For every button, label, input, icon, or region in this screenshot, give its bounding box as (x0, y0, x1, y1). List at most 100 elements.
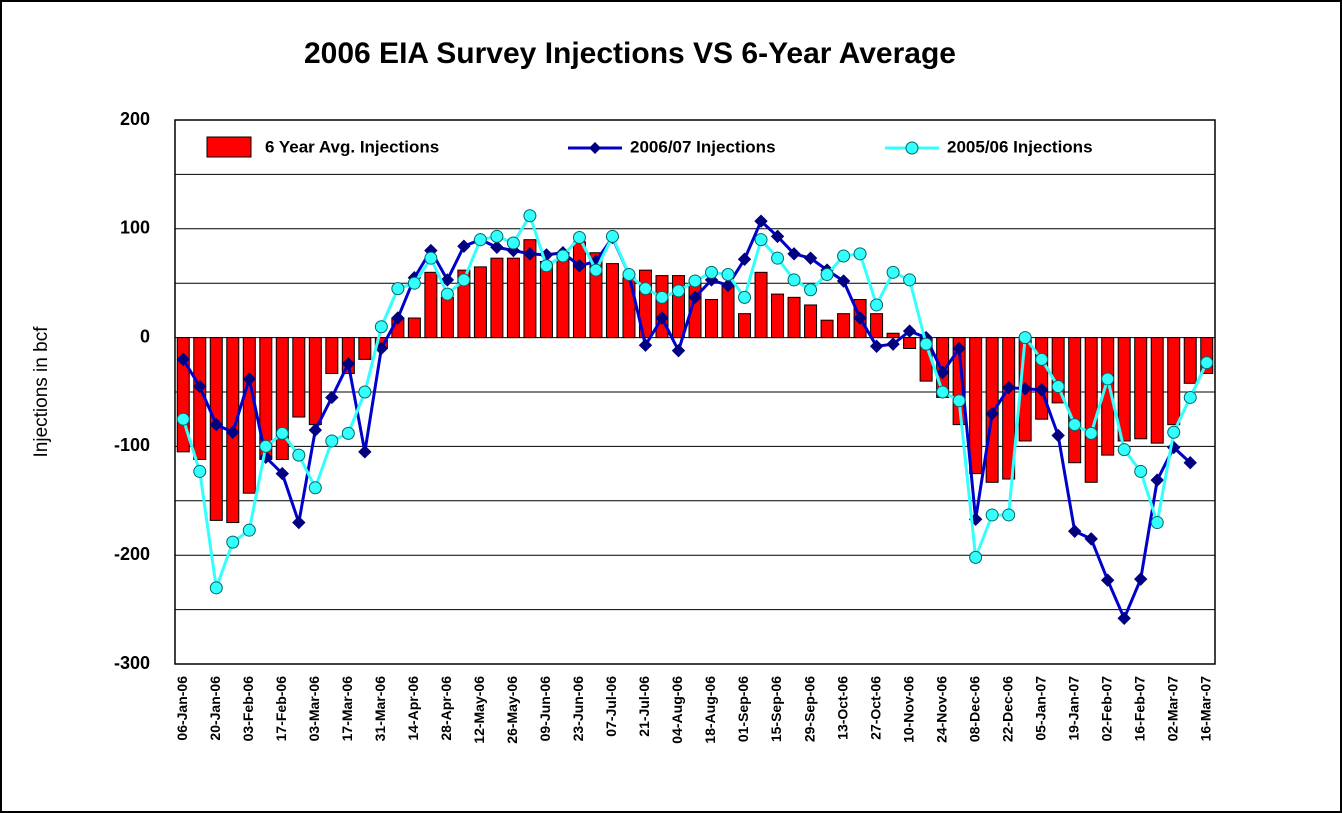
bar (556, 252, 570, 339)
bar (506, 257, 520, 339)
point (985, 508, 999, 522)
point (853, 247, 867, 261)
point (787, 247, 801, 261)
bar (738, 313, 752, 339)
point (457, 273, 471, 287)
x-tick-label: 14-Apr-06 (405, 676, 421, 741)
x-tick-label: 07-Jul-06 (603, 676, 619, 737)
x-tick-label: 09-Jun-06 (537, 676, 553, 742)
point (754, 214, 768, 228)
bar (804, 304, 818, 339)
bar (1002, 337, 1016, 480)
x-tick-label: 01-Sep-06 (735, 676, 751, 742)
x-tick-label: 13-Oct-06 (834, 676, 850, 740)
point (242, 372, 256, 386)
bar (572, 241, 586, 339)
point (902, 324, 917, 338)
bar (886, 332, 900, 339)
point (1200, 356, 1214, 370)
chart-title: 2006 EIA Survey Injections VS 6-Year Ave… (304, 37, 956, 70)
legend-label: 6 Year Avg. Injections (265, 137, 439, 156)
point (787, 273, 801, 287)
point (1134, 464, 1148, 478)
point (869, 339, 884, 354)
point (1002, 508, 1016, 522)
point (176, 352, 190, 367)
point (1183, 390, 1197, 404)
x-tick-label: 17-Mar-06 (339, 676, 355, 742)
x-tick-label: 04-Aug-06 (669, 676, 685, 744)
x-tick-label: 02-Feb-07 (1098, 676, 1114, 742)
point (473, 233, 487, 247)
x-tick-label: 19-Jan-07 (1065, 676, 1081, 741)
x-tick-label: 22-Dec-06 (999, 676, 1015, 742)
point (1051, 380, 1065, 394)
point (688, 274, 702, 288)
x-tick-label: 26-May-06 (504, 676, 520, 744)
x-tick-label: 21-Jul-06 (636, 676, 652, 737)
x-tick-label: 17-Feb-06 (273, 676, 289, 742)
point (886, 337, 900, 351)
point (754, 233, 768, 247)
legend-marker (905, 141, 919, 155)
point (226, 425, 240, 439)
point (803, 251, 818, 265)
point (193, 379, 207, 394)
point (358, 385, 372, 399)
point (903, 273, 917, 287)
point (539, 259, 553, 273)
bar (1117, 337, 1131, 442)
legend-label: 2006/07 Injections (630, 137, 776, 156)
bar (1150, 337, 1164, 444)
point (1117, 443, 1131, 457)
point (490, 229, 504, 243)
y-tick-label: 0 (140, 326, 150, 346)
bar (407, 317, 421, 339)
point (1035, 352, 1049, 366)
bar (903, 337, 917, 349)
y-tick-label: 100 (120, 218, 150, 238)
point (209, 417, 223, 432)
point (952, 341, 966, 356)
point (308, 481, 322, 495)
point (226, 535, 240, 549)
bar (1084, 337, 1098, 483)
point (490, 240, 504, 255)
point (523, 209, 537, 223)
bar (523, 239, 537, 339)
x-tick-label: 31-Mar-06 (372, 676, 388, 742)
point (1034, 383, 1049, 397)
point (572, 259, 587, 273)
plot-border (174, 119, 1216, 665)
point (572, 231, 586, 245)
y-tick-label: -300 (114, 653, 150, 673)
bar (837, 313, 851, 339)
point (886, 265, 900, 279)
bar (771, 293, 785, 339)
point (952, 394, 966, 408)
point (259, 439, 273, 453)
point (721, 278, 735, 293)
point (1101, 372, 1115, 386)
point (424, 251, 438, 265)
point (1183, 456, 1197, 470)
point (1084, 426, 1098, 440)
bar (440, 296, 454, 339)
bar (325, 337, 339, 375)
bar (1167, 337, 1181, 426)
point (1051, 428, 1065, 443)
point (440, 273, 455, 287)
point (1150, 516, 1164, 530)
point (688, 290, 702, 305)
legend-swatch (206, 136, 252, 158)
y-tick-label: -100 (114, 435, 150, 455)
point (308, 423, 323, 437)
point (1117, 611, 1131, 626)
point (935, 365, 950, 380)
point (556, 249, 570, 263)
point (705, 265, 719, 279)
x-tick-label: 10-Nov-06 (900, 676, 916, 743)
point (919, 337, 933, 351)
bar (820, 319, 834, 339)
